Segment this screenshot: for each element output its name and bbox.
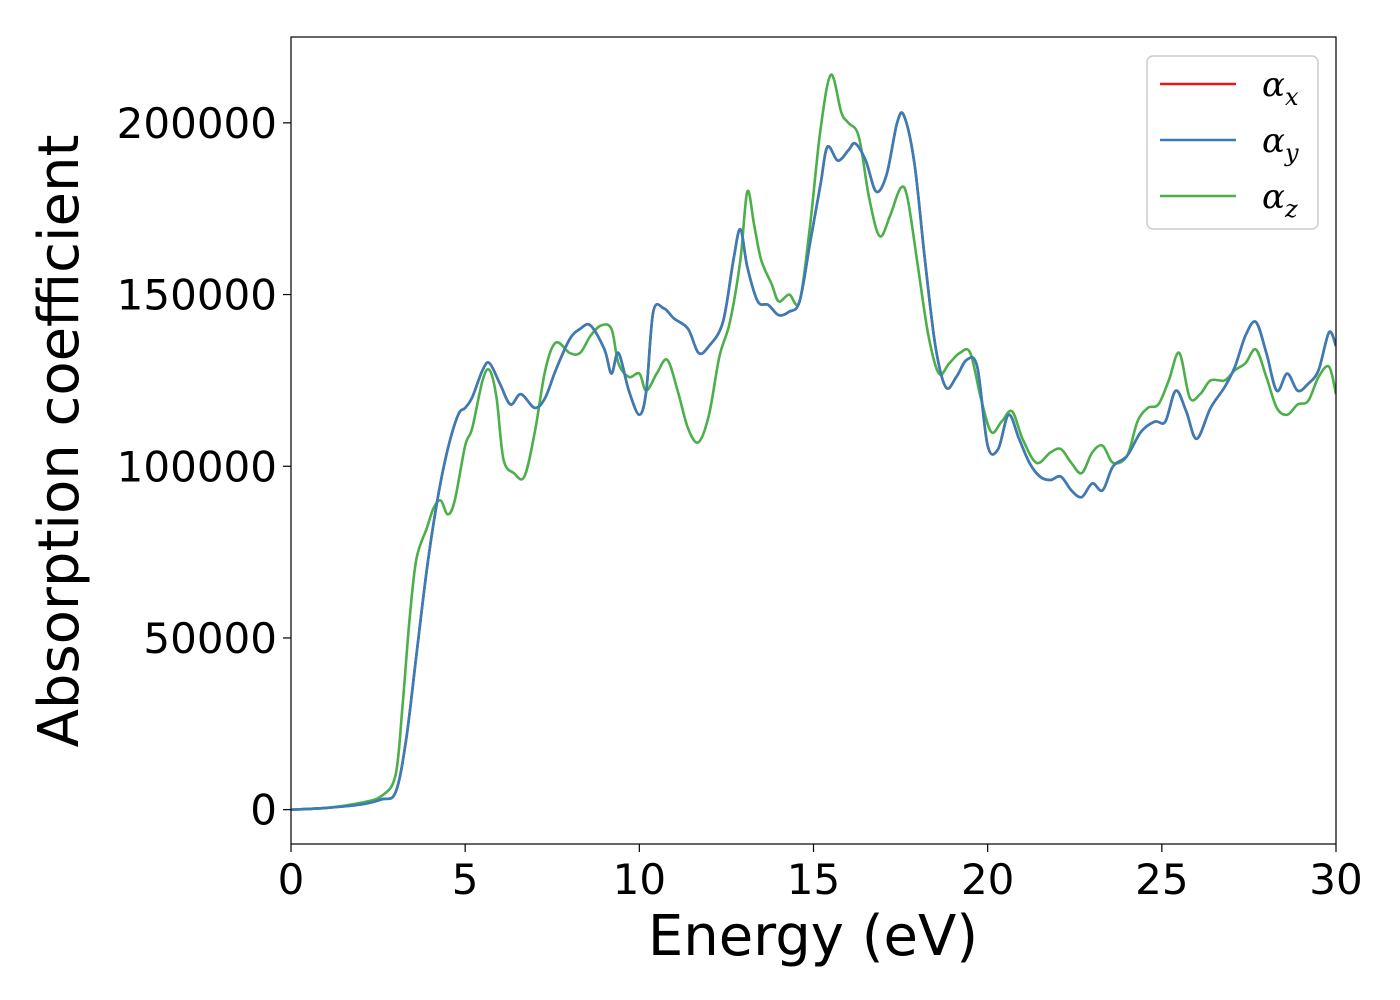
y-tick-label: 0 — [250, 786, 277, 835]
x-axis-ticks: 0 5 10 15 20 25 30 — [278, 844, 1363, 904]
x-tick-label: 5 — [452, 855, 479, 904]
y-tick-label: 50000 — [143, 614, 277, 663]
x-tick-label: 20 — [961, 855, 1014, 904]
legend-label-base: α — [1262, 177, 1285, 217]
y-tick-label: 200000 — [117, 99, 277, 148]
legend-box — [1146, 55, 1319, 230]
x-tick-label: 15 — [787, 855, 840, 904]
legend-label-base: α — [1262, 65, 1285, 105]
legend-label-sub: y — [1284, 139, 1299, 167]
x-tick-label: 10 — [613, 855, 666, 904]
series-line-z — [291, 73, 1336, 811]
legend-label-x: αx — [1262, 65, 1299, 111]
series-layer — [291, 73, 1336, 811]
y-tick-label: 150000 — [117, 271, 277, 320]
x-tick-label: 0 — [278, 855, 305, 904]
y-axis-ticks: 0 50000 100000 150000 200000 — [117, 99, 291, 835]
x-tick-label: 30 — [1309, 855, 1362, 904]
legend-label-y: αy — [1262, 121, 1299, 167]
legend-label-z: αz — [1262, 177, 1298, 223]
legend-label-sub: z — [1284, 195, 1298, 223]
series-line-y — [291, 111, 1336, 811]
x-axis-label: Energy (eV) — [648, 904, 978, 969]
legend-label-base: α — [1262, 121, 1285, 161]
legend-label-sub: x — [1285, 83, 1299, 111]
x-tick-label: 25 — [1135, 855, 1188, 904]
y-tick-label: 100000 — [117, 442, 277, 491]
y-axis-label: Absorption coefficient — [27, 135, 92, 748]
